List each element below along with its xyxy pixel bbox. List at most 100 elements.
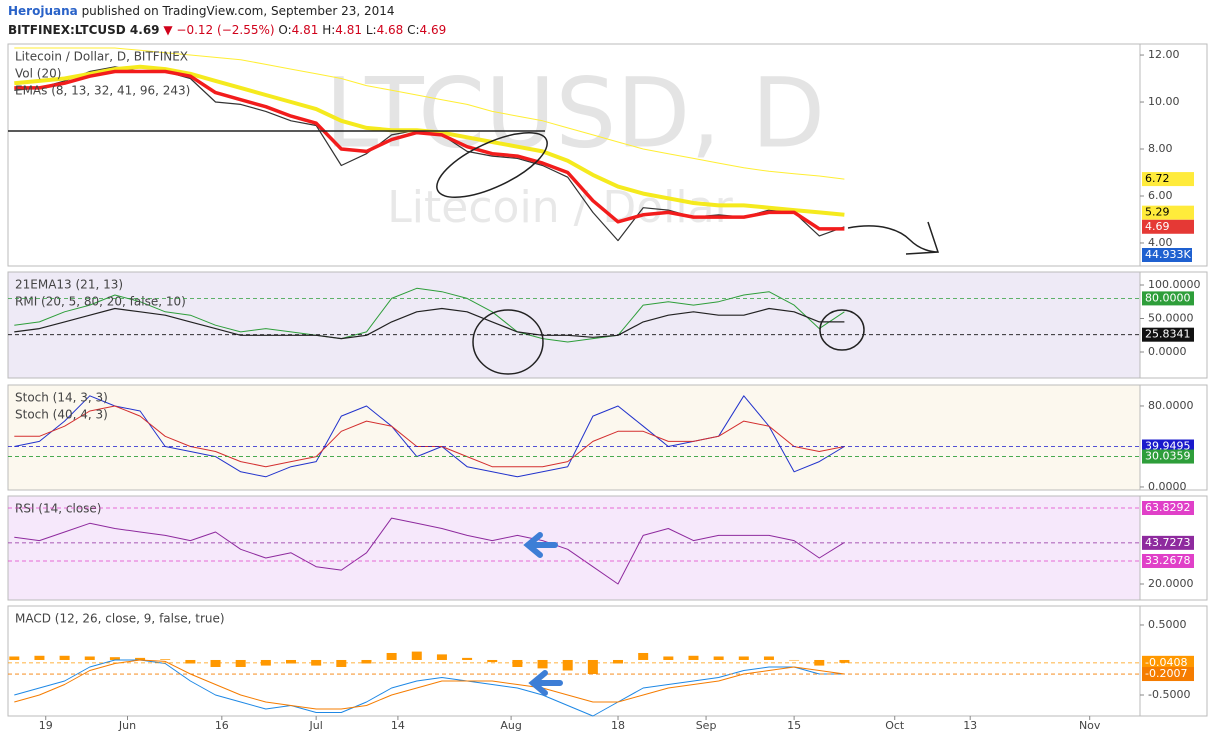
axis-background bbox=[1139, 271, 1208, 379]
axis-background bbox=[1139, 384, 1208, 491]
backgrounds bbox=[7, 43, 1208, 717]
publish-text: published on TradingView.com, September … bbox=[77, 4, 395, 18]
histogram-bar bbox=[336, 659, 347, 667]
price-tag bbox=[1142, 219, 1194, 234]
price-tag-label: 43.7273 bbox=[1145, 536, 1191, 549]
legend-entry: 21EMA13 (21, 13) bbox=[15, 278, 123, 292]
histogram-bar bbox=[839, 659, 850, 663]
y-tick-label: 80.0000 bbox=[1148, 399, 1194, 412]
histogram-bar bbox=[663, 656, 674, 660]
x-tick-label: Jun bbox=[118, 719, 136, 732]
histogram-bar bbox=[210, 659, 221, 667]
y-tick-label: 0.0000 bbox=[1148, 345, 1187, 358]
histogram-bar bbox=[109, 657, 120, 660]
histogram-bar bbox=[436, 654, 447, 660]
price-tag-label: 30.0359 bbox=[1145, 450, 1191, 463]
histogram-bar bbox=[34, 655, 45, 660]
x-tick-label: 15 bbox=[787, 719, 801, 732]
histogram-bar bbox=[487, 659, 498, 663]
high: 4.81 bbox=[335, 23, 362, 37]
watermark: Litecoin / Dollar bbox=[387, 182, 733, 233]
drawn-circle bbox=[819, 309, 865, 351]
price-tag-label: 33.2678 bbox=[1145, 554, 1191, 567]
histogram-bar bbox=[562, 659, 573, 671]
series-line bbox=[14, 659, 845, 710]
histogram-bar bbox=[763, 656, 774, 660]
series-line bbox=[14, 47, 845, 180]
x-tick-label: 16 bbox=[215, 719, 229, 732]
histogram-bar bbox=[361, 659, 372, 664]
drawn-circle bbox=[436, 131, 548, 199]
histogram-bar bbox=[185, 659, 196, 664]
histogram-bar bbox=[462, 657, 473, 660]
histogram-bar bbox=[135, 657, 146, 660]
histogram-bar bbox=[789, 659, 800, 661]
price-tag bbox=[1142, 501, 1194, 516]
h-label: H: bbox=[322, 23, 336, 37]
series-line bbox=[14, 307, 845, 340]
author[interactable]: Herojuana bbox=[8, 4, 78, 18]
histogram-bar bbox=[160, 659, 171, 660]
price-tag bbox=[1142, 205, 1194, 220]
legend-entry: Stoch (14, 3, 3) bbox=[15, 391, 108, 405]
price-tag bbox=[1142, 553, 1194, 568]
legend-entry: Stoch (40, 4, 3) bbox=[15, 408, 108, 422]
series-line bbox=[14, 287, 845, 343]
histogram-bar bbox=[411, 651, 422, 660]
price-tag bbox=[1142, 449, 1194, 464]
y-tick-label: 6.00 bbox=[1148, 189, 1173, 202]
series-line bbox=[14, 517, 845, 585]
legend-entry: Litecoin / Dollar, D, BITFINEX bbox=[15, 50, 188, 64]
drawn-arrow bbox=[528, 670, 563, 696]
histogram-bar bbox=[638, 652, 649, 660]
pane-background bbox=[7, 384, 1141, 491]
legend-entry: MACD (12, 26, close, 9, false, true) bbox=[15, 612, 225, 626]
symbol: BITFINEX:LTCUSD 4.69 bbox=[8, 23, 160, 37]
histogram-bar bbox=[613, 659, 624, 664]
y-tick-label: 4.00 bbox=[1148, 236, 1173, 249]
x-tick-label: Oct bbox=[885, 719, 905, 732]
price-tag bbox=[1142, 655, 1194, 670]
header: Herojuana published on TradingView.com, … bbox=[8, 2, 446, 40]
drawn-arrow bbox=[847, 221, 940, 255]
price-tag-label: 5.29 bbox=[1145, 206, 1170, 219]
quote-line: BITFINEX:LTCUSD 4.69 ▼ −0.12 (−2.55%) O:… bbox=[8, 21, 446, 40]
price-tag-label: 39.9495 bbox=[1145, 440, 1191, 453]
x-tick-label: 13 bbox=[963, 719, 977, 732]
histogram-bar bbox=[386, 652, 397, 660]
legend-entry: EMAs (8, 13, 32, 41, 96, 243) bbox=[15, 84, 190, 98]
x-tick-label: 18 bbox=[611, 719, 625, 732]
x-tick-label: Sep bbox=[696, 719, 717, 732]
series-line bbox=[14, 69, 845, 231]
price-tag-label: -0.0408 bbox=[1145, 656, 1187, 669]
histogram-bar bbox=[286, 659, 296, 664]
pane-background bbox=[7, 271, 1141, 379]
o-label: O: bbox=[278, 23, 292, 37]
price-tag-label: 6.72 bbox=[1145, 172, 1170, 185]
histogram-bar bbox=[9, 656, 20, 660]
y-tick-label: -0.5000 bbox=[1148, 688, 1190, 701]
price-tag bbox=[1142, 327, 1194, 342]
series-line bbox=[14, 659, 845, 717]
y-tick-label: 0.5000 bbox=[1148, 618, 1187, 631]
price-tag-label: 25.8341 bbox=[1145, 328, 1191, 341]
open: 4.81 bbox=[291, 23, 319, 37]
histogram-bar bbox=[512, 659, 523, 667]
drawn-circle bbox=[472, 309, 544, 375]
y-tick-label: 50.0000 bbox=[1148, 312, 1194, 325]
legend-entry: Vol (20) bbox=[15, 67, 61, 81]
pane-background bbox=[7, 495, 1141, 601]
volume-tag bbox=[1142, 248, 1192, 262]
y-tick-label: 10.00 bbox=[1148, 95, 1180, 108]
y-tick-label: 0.0000 bbox=[1148, 480, 1187, 493]
publish-line: Herojuana published on TradingView.com, … bbox=[8, 2, 446, 21]
volume-tag-label: 44.933K bbox=[1145, 248, 1191, 261]
histogram-bar bbox=[688, 655, 699, 660]
price-tag bbox=[1142, 291, 1194, 306]
c-label: C: bbox=[407, 23, 420, 37]
close: 4.69 bbox=[419, 23, 447, 37]
x-tick-label: Aug bbox=[500, 719, 521, 732]
x-tick-label: Jul bbox=[309, 719, 323, 732]
